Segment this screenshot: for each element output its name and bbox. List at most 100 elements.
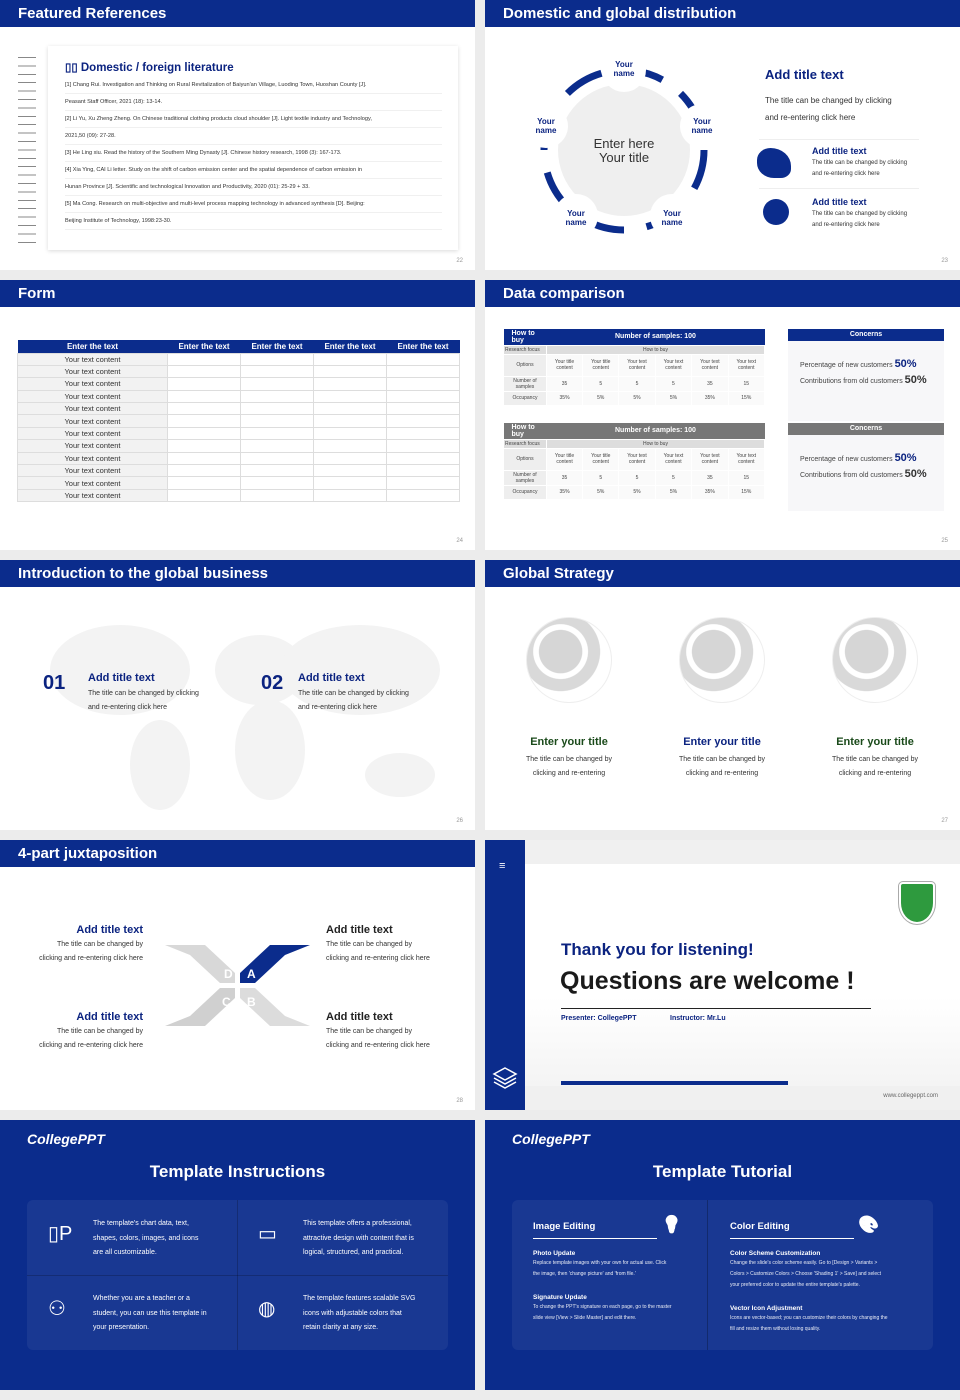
sample-cell: 35 xyxy=(691,469,729,486)
table-cell[interactable] xyxy=(240,463,314,478)
table-cell[interactable] xyxy=(240,414,314,428)
table-cell[interactable] xyxy=(167,402,241,416)
table-cell[interactable] xyxy=(240,426,314,441)
instruction-text: retain clarity at any size. xyxy=(303,1324,379,1331)
sample-cell: 5 xyxy=(654,469,693,486)
occupancy-cell: 5% xyxy=(582,390,620,406)
table-cell[interactable] xyxy=(313,389,387,404)
table-cell[interactable] xyxy=(386,476,460,490)
column-header: Enter the text xyxy=(167,340,241,353)
table-cell[interactable] xyxy=(240,439,314,453)
table-cell[interactable] xyxy=(386,488,460,503)
table-cell[interactable] xyxy=(167,389,241,404)
menu-icon[interactable]: ≡ xyxy=(499,860,506,872)
palette-icon: 🎨 xyxy=(858,1215,880,1234)
slide-26-global-business[interactable]: Introduction to the global business 01 A… xyxy=(0,560,475,830)
table-cell[interactable] xyxy=(167,377,241,391)
instructor: Instructor: Mr.Lu xyxy=(670,1015,726,1022)
slide-28-juxtaposition[interactable]: 4-part juxtaposition D A C B Add title t… xyxy=(0,840,475,1110)
table-cell[interactable] xyxy=(167,364,241,379)
table-cell[interactable] xyxy=(386,439,460,453)
metric-label: Contributions from old customers xyxy=(800,472,903,479)
option-cell: Your text content xyxy=(691,353,729,377)
table-cell[interactable] xyxy=(386,377,460,391)
table-cell[interactable] xyxy=(240,451,314,466)
table-cell[interactable] xyxy=(240,364,314,379)
item-text: The title can be changed by xyxy=(326,941,413,948)
row-label: Research focus xyxy=(503,438,547,449)
instruction-text: This template offers a professional, xyxy=(303,1220,412,1227)
table-cell[interactable] xyxy=(313,439,387,453)
table-cell[interactable] xyxy=(167,476,241,490)
table-cell[interactable] xyxy=(313,451,387,466)
slide-30-template-instructions[interactable]: CollegePPT Template Instructions ▯P The t… xyxy=(0,1120,475,1390)
table-cell[interactable] xyxy=(386,451,460,466)
row-label: Occupancy xyxy=(503,484,547,500)
table-cell[interactable] xyxy=(313,364,387,379)
table-cell[interactable] xyxy=(313,426,387,441)
table-cell[interactable] xyxy=(313,352,387,366)
row-label: Number of samples xyxy=(503,469,547,486)
table-cell[interactable] xyxy=(386,463,460,478)
slide-27-global-strategy[interactable]: Global Strategy Enter your title The titl… xyxy=(485,560,960,830)
table-cell[interactable] xyxy=(167,488,241,503)
item-text: The title can be changed by clicking xyxy=(812,160,908,166)
slide-22-featured-references[interactable]: Featured References ▯▯ Domestic / foreig… xyxy=(0,0,475,270)
occupancy-cell: 15% xyxy=(727,390,766,406)
tutorial-panel xyxy=(512,1200,933,1350)
row-label: Your text content xyxy=(17,426,168,441)
item-text: clicking and re-entering click here xyxy=(326,955,430,962)
table-cell[interactable] xyxy=(167,426,241,441)
instructions-panel xyxy=(27,1200,448,1350)
slide-29-thank-you[interactable]: ≡ Thank you for listening! Questions are… xyxy=(485,840,960,1110)
table-cell[interactable] xyxy=(167,352,241,366)
sample-cell: 35 xyxy=(691,375,729,392)
slide-24-form[interactable]: Form Enter the text Enter the text Enter t… xyxy=(0,280,475,550)
table-cell[interactable] xyxy=(313,414,387,428)
table-cell[interactable] xyxy=(386,352,460,366)
table-cell[interactable] xyxy=(167,439,241,453)
column-heading: Color Editing xyxy=(730,1221,790,1232)
table-row: Your text content xyxy=(17,402,460,416)
instruction-text: shapes, colors, images, and icons xyxy=(93,1234,199,1242)
table-cell[interactable] xyxy=(240,476,314,490)
page-number: 23 xyxy=(941,258,948,264)
instruction-text: logical, structured, and practical. xyxy=(303,1249,404,1256)
table-cell[interactable] xyxy=(386,364,460,379)
table-cell[interactable] xyxy=(386,414,460,428)
row-label: Your text content xyxy=(17,476,168,490)
table-cell[interactable] xyxy=(167,414,241,428)
table-cell[interactable] xyxy=(240,389,314,404)
slide-31-template-tutorial[interactable]: CollegePPT Template Tutorial Image Editi… xyxy=(485,1120,960,1390)
table-cell[interactable] xyxy=(313,488,387,503)
table-cell[interactable] xyxy=(386,389,460,404)
table-cell[interactable] xyxy=(240,402,314,416)
website-url[interactable]: www.collegeppt.com xyxy=(883,1093,938,1099)
instruction-text: student, you can use this template in xyxy=(93,1309,207,1317)
slide-25-data-comparison[interactable]: Data comparison How to buy Number of samp… xyxy=(485,280,960,550)
table-cell[interactable] xyxy=(313,377,387,391)
occupancy-cell: 15% xyxy=(727,484,766,500)
table-cell[interactable] xyxy=(313,402,387,416)
table-cell[interactable] xyxy=(386,402,460,416)
column-heading: Image Editing xyxy=(533,1221,596,1232)
table-cell[interactable] xyxy=(240,377,314,391)
table-cell[interactable] xyxy=(167,451,241,466)
row-label: Your text content xyxy=(17,488,168,503)
table-cell[interactable] xyxy=(313,476,387,490)
item-text: clicking and re-entering xyxy=(685,770,759,777)
table-cell[interactable] xyxy=(167,463,241,478)
table-cell[interactable] xyxy=(240,352,314,366)
comparison-table: How to buy Number of samples: 100 Research… xyxy=(503,329,766,406)
heading-underline xyxy=(533,1238,657,1239)
table-cell[interactable] xyxy=(240,488,314,503)
slide-title: 4-part juxtaposition xyxy=(0,840,475,867)
table-cell[interactable] xyxy=(386,426,460,441)
row-label: Your text content xyxy=(17,377,168,391)
reference-line: Beijing Institute of Technology, 1998:23… xyxy=(65,213,442,230)
item-text: The title can be changed by xyxy=(525,756,612,763)
slide-23-distribution[interactable]: Domestic and global distribution Your na… xyxy=(485,0,960,270)
table-cell[interactable] xyxy=(313,463,387,478)
option-cell: Your text content xyxy=(654,353,693,377)
table-header-row: Enter the text Enter the text Enter the te… xyxy=(17,340,460,353)
